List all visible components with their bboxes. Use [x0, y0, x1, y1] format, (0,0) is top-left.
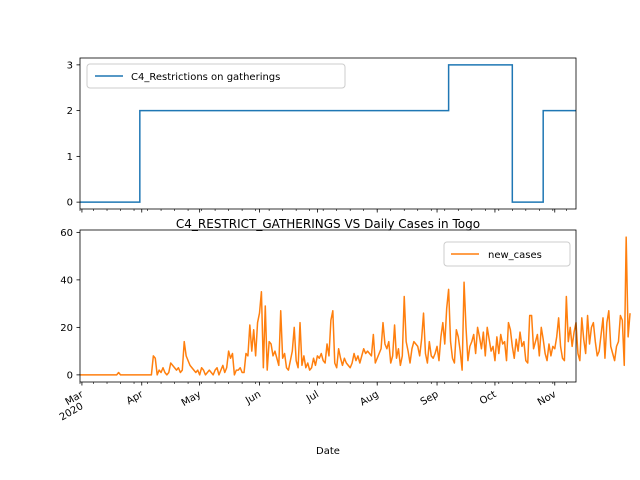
bottom-y-tick-label: 20 — [60, 323, 73, 334]
top-series-group — [80, 64, 576, 203]
top-axes-frame — [79, 57, 577, 210]
bottom-y-tick-label: 0 — [67, 370, 73, 381]
top-legend-box — [86, 63, 346, 89]
top-x-ticks — [79, 209, 567, 213]
bottom-legend-label: new_cases — [488, 250, 542, 261]
top-legend: C4_Restrictions on gatherings — [86, 63, 346, 89]
series-line-new-cases — [80, 236, 631, 376]
top-y-tick-label: 0 — [67, 198, 73, 209]
top-y-tick-label: 3 — [67, 60, 73, 71]
bottom-y-tick-label: 60 — [60, 228, 73, 239]
bottom-series-group — [80, 236, 631, 376]
bottom-y-ticks: 0 20 40 60 — [60, 228, 80, 381]
bottom-legend: new_cases — [443, 241, 571, 267]
top-y-tick-label: 1 — [67, 152, 73, 163]
top-legend-label: C4_Restrictions on gatherings — [131, 72, 280, 83]
top-y-tick-label: 2 — [67, 106, 73, 117]
bottom-chart-title: C4_RESTRICT_GATHERINGS VS Daily Cases in… — [176, 217, 480, 231]
bottom-legend-box — [443, 241, 571, 267]
bottom-y-tick-label: 40 — [60, 275, 73, 286]
bottom-axes-frame — [79, 229, 577, 383]
series-line-c4-restrictions — [80, 64, 576, 203]
top-panel: 0 1 2 3 C4_Restrictions on gatherings — [67, 57, 577, 213]
top-y-ticks: 0 1 2 3 — [67, 60, 80, 209]
x-axis-label: Date — [316, 446, 340, 457]
